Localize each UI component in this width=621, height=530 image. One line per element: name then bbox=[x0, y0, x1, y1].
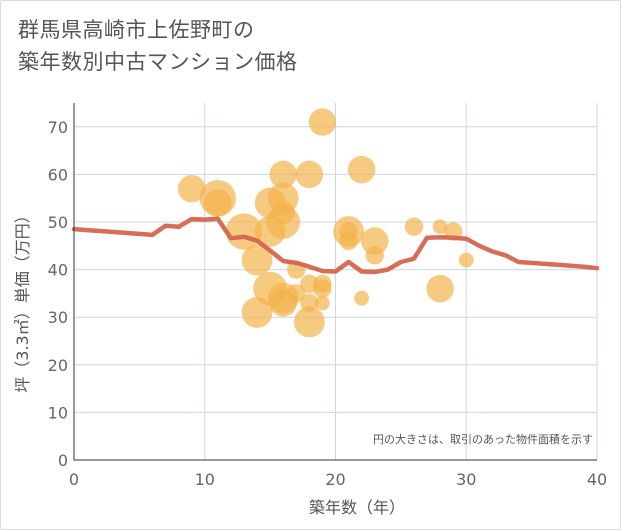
x-tick-label: 10 bbox=[195, 470, 215, 489]
data-point bbox=[313, 279, 332, 298]
data-point bbox=[295, 160, 324, 189]
data-point bbox=[293, 306, 325, 338]
y-tick-label: 10 bbox=[48, 403, 68, 422]
x-axis-label: 築年数（年） bbox=[309, 498, 405, 517]
y-tick-label: 0 bbox=[58, 451, 68, 470]
x-tick-label: 40 bbox=[587, 470, 607, 489]
size-legend-note: 円の大きさは、取引のあった物件面積を示す bbox=[373, 432, 593, 446]
tick-labels: 0 10 20 30 40 50 60 70 0 10 20 30 40 bbox=[48, 118, 608, 489]
data-point bbox=[426, 274, 454, 303]
grid-lines bbox=[74, 103, 598, 460]
x-tick-label: 20 bbox=[325, 470, 345, 489]
axes bbox=[73, 103, 597, 461]
y-tick-label: 70 bbox=[48, 118, 68, 137]
data-point bbox=[365, 246, 384, 265]
x-tick-label: 30 bbox=[456, 470, 476, 489]
data-point bbox=[339, 231, 358, 251]
chart-title-line-2: 築年数別中古マンション価格 bbox=[18, 50, 298, 74]
trend-line bbox=[71, 216, 600, 275]
data-point bbox=[204, 189, 232, 217]
data-point bbox=[347, 155, 376, 184]
data-point bbox=[360, 227, 389, 255]
data-point bbox=[271, 200, 295, 225]
data-point bbox=[287, 284, 306, 303]
data-point bbox=[354, 290, 370, 306]
x-tick-label: 0 bbox=[69, 470, 79, 489]
data-point bbox=[308, 108, 337, 136]
y-tick-label: 30 bbox=[48, 308, 68, 327]
data-point bbox=[458, 252, 474, 268]
data-point bbox=[241, 297, 273, 328]
data-point bbox=[432, 219, 448, 235]
y-tick-label: 20 bbox=[48, 356, 68, 375]
data-point bbox=[254, 216, 286, 247]
data-point bbox=[300, 293, 319, 313]
trend-line-series bbox=[71, 216, 600, 275]
data-point bbox=[315, 295, 330, 311]
y-axis-label: 坪（3.3㎡）単価（万円） bbox=[13, 207, 32, 392]
y-tick-label: 50 bbox=[48, 213, 68, 232]
data-point bbox=[241, 244, 273, 276]
chart-title: 群馬県高崎市上佐野町の 築年数別中古マンション価格 bbox=[18, 14, 298, 78]
data-point bbox=[177, 174, 206, 203]
y-tick-label: 60 bbox=[48, 165, 68, 184]
data-point bbox=[404, 217, 424, 236]
data-point bbox=[269, 160, 297, 189]
y-tick-label: 40 bbox=[48, 261, 68, 280]
chart-title-line-1: 群馬県高崎市上佐野町の bbox=[18, 18, 255, 42]
